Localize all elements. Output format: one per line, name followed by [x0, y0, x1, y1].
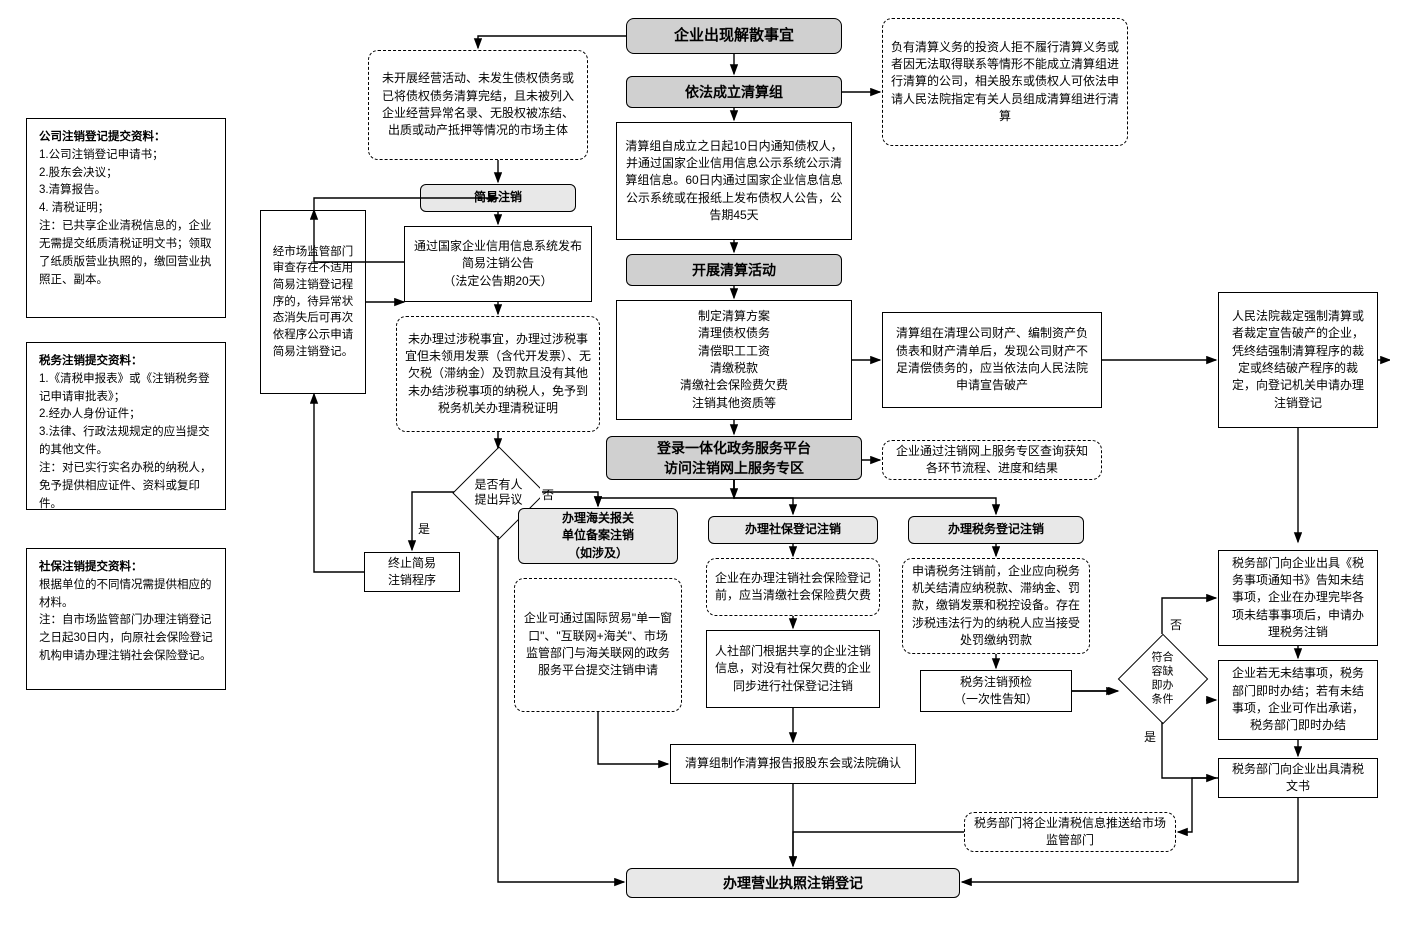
node-notice: 清算组自成立之日起10日内通知债权人，并通过国家企业信用信息公示系统公示清算组信… — [616, 122, 852, 240]
node-tax-push: 税务部门将企业清税信息推送给市场监管部门 — [964, 812, 1176, 852]
node-social-header: 办理社保登记注销 — [708, 516, 878, 544]
node-final: 办理营业执照注销登记 — [626, 868, 960, 898]
node-plan: 制定清算方案 清理债权债务 清偿职工工资 清缴税款 清缴社会保险费欠费 注销其他… — [616, 300, 852, 420]
flowchart-canvas: 公司注销登记提交资料： 1.公司注销登记申请书； 2.股东会决议； 3.清算报告… — [12, 12, 1390, 914]
node-form-group: 依法成立清算组 — [626, 76, 842, 108]
node-report: 清算组制作清算报告报股东会或法院确认 — [670, 744, 916, 784]
panel-company-body: 1.公司注销登记申请书； 2.股东会决议； 3.清算报告。 4. 清税证明； 注… — [39, 149, 212, 286]
node-customs-header: 办理海关报关 单位备案注销 （如涉及） — [518, 508, 678, 564]
node-liquidation: 开展清算活动 — [626, 254, 842, 286]
node-tax-yes: 企业若无未结事项，税务部门即时办结；若有未结事项，企业可作出承诺，税务部门即时办… — [1218, 660, 1378, 740]
panel-social-body: 根据单位的不同情况需提供相应的材料。 注：自市场监管部门办理注销登记之日起30日… — [39, 579, 213, 662]
panel-social-title: 社保注销提交资料： — [39, 561, 143, 573]
node-simple-notice: 通过国家企业信用信息系统发布简易注销公告 （法定公告期20天） — [404, 226, 592, 302]
node-simple-reject: 经市场监管部门审查存在不适用简易注销登记程序的，待异常状态消失后可再次依程序公示… — [260, 210, 366, 394]
panel-tax-body: 1.《清税申报表》或《注销税务登记申请审批表》； 2.经办人身份证件； 3.法律… — [39, 373, 212, 510]
node-tax-doc: 税务部门向企业出具清税文书 — [1218, 758, 1378, 798]
panel-company-title: 公司注销登记提交资料： — [39, 131, 166, 143]
label-yes-2: 是 — [1142, 728, 1158, 745]
node-cond-simple: 未开展经营活动、未发生债权债务或已将债权债务清算完结，且未被列入企业经营异常名录… — [368, 50, 588, 160]
label-no-2: 否 — [1168, 616, 1184, 633]
panel-tax-title: 税务注销提交资料： — [39, 355, 143, 367]
node-social-a: 企业在办理注销社会保险登记前，应当清缴社会保险费欠费 — [706, 558, 880, 616]
node-social-b: 人社部门根据共享的企业注销信息，对没有社保欠费的企业同步进行社保登记注销 — [706, 630, 880, 708]
decision-eligible: 符合 容缺 即办 条件 — [1162, 678, 1163, 679]
panel-company-docs: 公司注销登记提交资料： 1.公司注销登记申请书； 2.股东会决议； 3.清算报告… — [26, 118, 226, 318]
node-tax-a: 申请税务注销前，企业应向税务机关结清应纳税款、滞纳金、罚款，缴销发票和税控设备。… — [902, 558, 1090, 654]
node-platform: 登录一体化政务服务平台 访问注销网上服务专区 — [606, 436, 862, 480]
decision-eligible-label: 符合 容缺 即办 条件 — [1152, 650, 1174, 707]
panel-social-docs: 社保注销提交资料： 根据单位的不同情况需提供相应的材料。 注：自市场监管部门办理… — [26, 548, 226, 690]
node-tax-precheck: 税务注销预检 （一次性告知） — [920, 670, 1072, 712]
node-court: 人民法院裁定强制清算或者裁定宣告破产的企业，凭终结强制清算程序的裁定或终结破产程… — [1218, 292, 1378, 428]
label-no-1: 否 — [540, 486, 556, 503]
label-yes-1: 是 — [416, 520, 432, 537]
node-no-group: 负有清算义务的投资人拒不履行清算义务或者因无法取得联系等情形不能成立清算组进行清… — [882, 18, 1128, 146]
node-query: 企业通过注销网上服务专区查询获知各环节流程、进度和结果 — [882, 440, 1102, 480]
node-tax-no: 税务部门向企业出具《税务事项通知书》告知未结事项，企业在办理完毕各项未结事事项后… — [1218, 550, 1378, 646]
panel-tax-docs: 税务注销提交资料： 1.《清税申报表》或《注销税务登记申请审批表》； 2.经办人… — [26, 342, 226, 510]
node-start: 企业出现解散事宜 — [626, 18, 842, 54]
node-tax-header: 办理税务登记注销 — [908, 516, 1084, 544]
node-bankrupt: 清算组在清理公司财产、编制资产负债表和财产清单后，发现公司财产不足清偿债务的，应… — [882, 312, 1102, 408]
node-customs-body: 企业可通过国际贸易"单一窗口"、"互联网+海关"、市场监管部门与海关联网的政务服… — [514, 578, 682, 712]
node-simple-header: 简易注销 — [420, 184, 576, 212]
decision-objection-label: 是否有人 提出异议 — [474, 477, 522, 508]
node-simple-tax: 未办理过涉税事宜，办理过涉税事宜但未领用发票（含代开发票）、无欠税（滞纳金）及罚… — [396, 316, 600, 432]
node-terminate-simple: 终止简易 注销程序 — [364, 552, 460, 592]
decision-objection: 是否有人 提出异议 — [498, 492, 499, 493]
